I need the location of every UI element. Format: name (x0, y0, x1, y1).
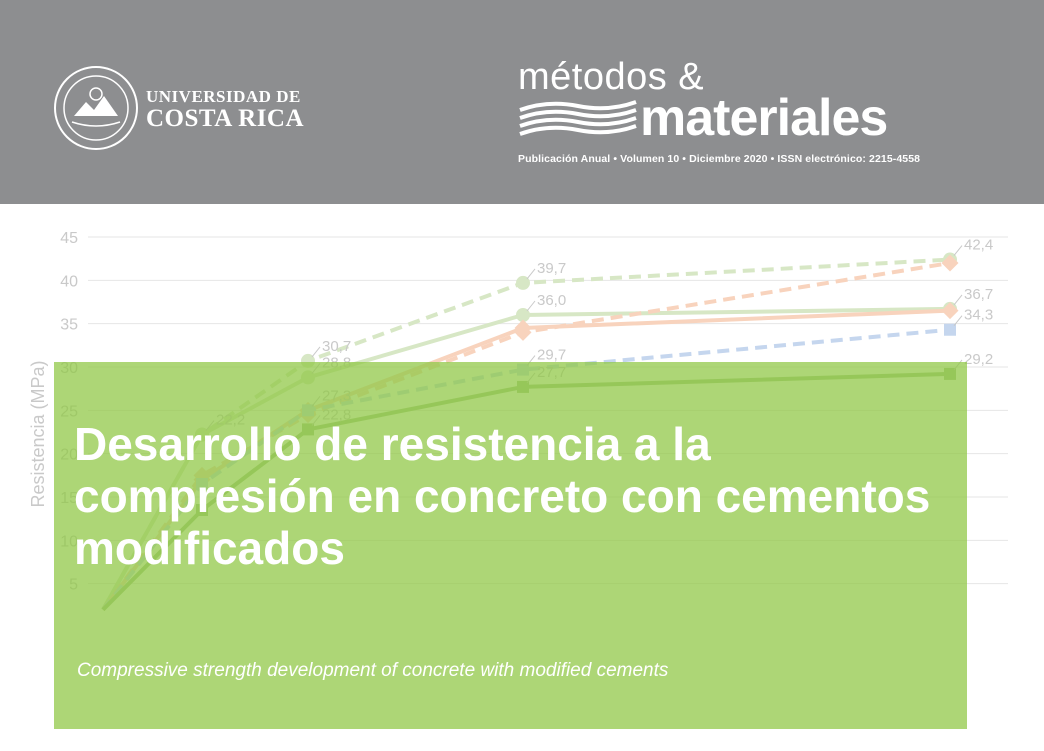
article-subtitle: Compressive strength development of conc… (77, 660, 669, 681)
data-point (514, 319, 532, 337)
data-point (941, 254, 959, 272)
journal-logo: métodos & materiales (518, 56, 888, 144)
data-point (941, 302, 959, 320)
data-label-leader (953, 245, 963, 256)
data-label: 36,0 (537, 292, 566, 309)
data-label: 29,7 (537, 347, 566, 364)
data-label-leader (526, 300, 536, 312)
university-seal-icon (54, 66, 138, 150)
university-name-line1: UNIVERSIDAD DE (146, 87, 301, 106)
article-title: Desarrollo de resistencia a la compresió… (74, 418, 931, 574)
data-point (516, 308, 530, 322)
university-name-line2: COSTA RICA (146, 105, 305, 132)
data-label-leader (526, 268, 536, 280)
y-tick-label: 35 (60, 317, 78, 334)
title-panel (54, 362, 967, 729)
university-name: UNIVERSIDAD DE COSTA RICA (146, 88, 304, 131)
data-label: 34,3 (964, 307, 993, 324)
journal-logo-word1: métodos & (518, 56, 705, 98)
chart-y-label: Resistencia (MPa) (28, 360, 48, 507)
publication-info: Publicación Anual • Volumen 10 • Diciemb… (518, 153, 921, 165)
y-tick-label: 40 (60, 273, 78, 290)
data-label-leader (311, 346, 321, 358)
data-label: 39,7 (537, 260, 566, 277)
data-point (944, 323, 956, 336)
y-tick-label: 45 (60, 230, 78, 247)
journal-logo-word2: materiales (640, 89, 888, 147)
data-label-leader (953, 294, 963, 306)
data-point (516, 275, 530, 290)
data-label-leader (953, 315, 963, 327)
data-label: 36,7 (964, 286, 993, 303)
data-label: 30,7 (322, 338, 351, 355)
journal-stripes-icon (519, 100, 637, 136)
data-label: 29,2 (964, 351, 993, 368)
data-label: 42,4 (964, 237, 993, 254)
header-band: UNIVERSIDAD DE COSTA RICA métodos & mate… (0, 0, 1044, 204)
